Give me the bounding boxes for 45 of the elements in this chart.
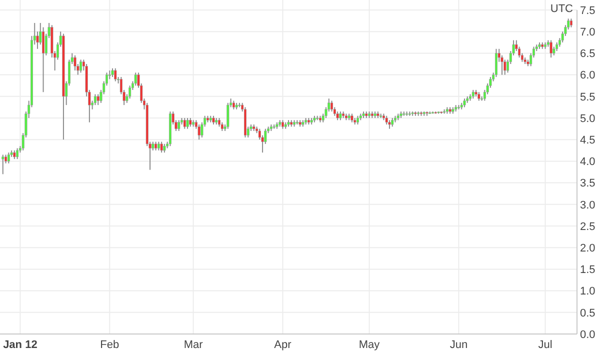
candlestick [80,59,82,74]
y-tick-label: 0.0 [580,328,596,341]
x-tick-label: Jun [450,339,468,351]
candlestick [42,26,45,93]
candlestick [178,120,180,132]
y-tick-label: 3.0 [580,199,596,212]
candlestick [7,152,10,164]
candlestick [226,102,230,130]
y-tick-label: 1.0 [580,286,596,298]
candlestick [183,118,186,130]
y-tick-label: 2.0 [580,242,596,254]
x-tick-label: Apr [274,339,292,351]
y-tick-label: 4.0 [580,156,596,168]
y-tick-label: 0.5 [580,307,596,320]
candlestick [134,72,137,86]
candlestick [74,54,76,71]
x-tick-label: May [358,339,380,351]
candlestick [114,68,117,82]
annotation: UTC [550,3,574,15]
candlestick [504,59,506,76]
y-tick-label: 6.5 [580,48,596,60]
y-tick-label: 3.5 [580,178,596,190]
x-tick-label: Feb [100,339,120,351]
candlestick [198,124,200,140]
y-tick-label: 5.5 [580,91,596,104]
candlestick [550,40,552,58]
candlestick [330,100,334,112]
candlestick [16,148,19,160]
candlestick [186,118,189,130]
y-tick-label: 7.5 [580,4,596,17]
candlestick [2,154,4,175]
y-tick-label: 2.5 [580,220,596,233]
x-tick-label: Jul [538,339,552,351]
candlestick [494,48,498,78]
candlestick [94,94,96,106]
x-tick-label: Jan 12 [3,339,38,351]
y-tick-label: 5.0 [580,112,596,125]
candlestick [96,94,100,106]
y-tick-label: 4.5 [580,134,596,146]
y-tick-label: 1.5 [580,264,596,276]
y-tick-label: 6.0 [580,70,596,82]
y-tick-label: 7.0 [580,26,596,38]
candlestick [128,85,132,100]
candlestick [160,141,163,154]
x-tick-label: Mar [184,339,204,351]
